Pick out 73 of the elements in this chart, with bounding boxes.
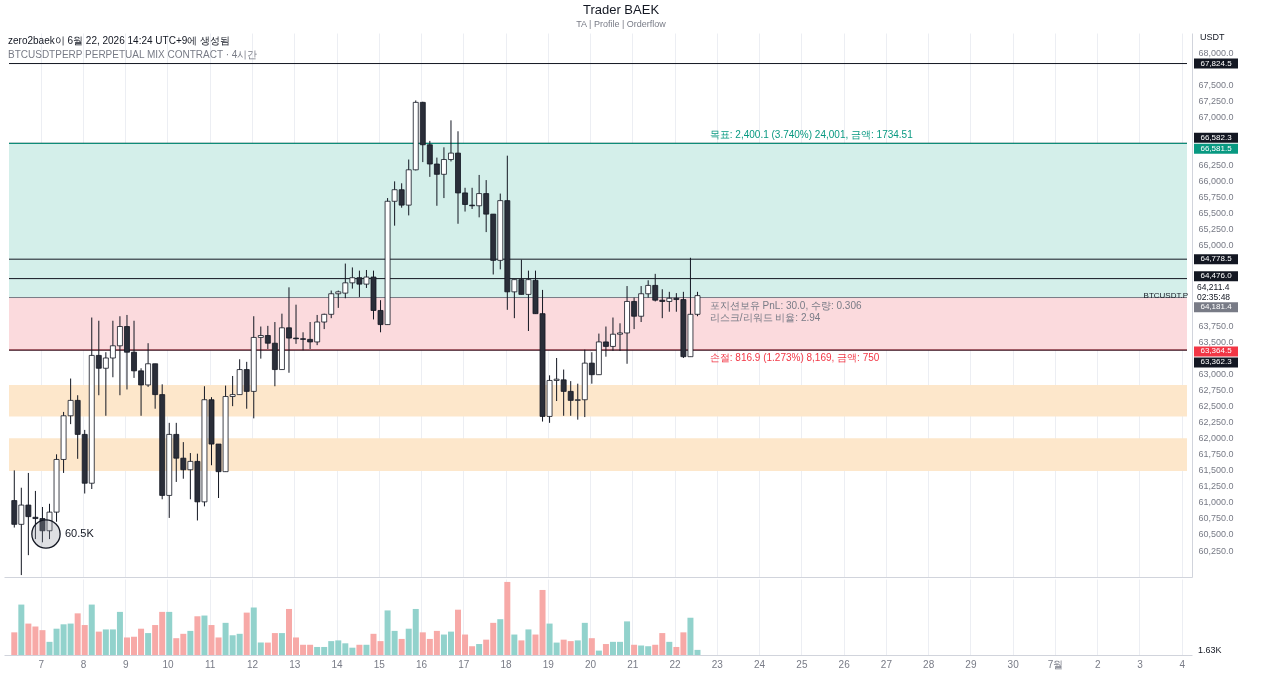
text: 1.63K xyxy=(1198,644,1222,655)
x-tick-label: 3 xyxy=(1137,658,1144,670)
y-tick-label: 67,500.0 xyxy=(1198,79,1234,90)
y-tick-label: 63,500.0 xyxy=(1198,336,1234,347)
y-tick-label: 67,000.0 xyxy=(1198,111,1234,122)
x-tick-label: 24 xyxy=(754,658,766,670)
x-tick-label: 8 xyxy=(80,658,87,670)
y-tick-label: 62,000.0 xyxy=(1198,433,1234,444)
chart-title: Trader BAEK xyxy=(582,2,660,17)
y-tick-label: 67,250.0 xyxy=(1198,95,1234,106)
ref-line-label: 66,582.3 xyxy=(1200,132,1233,142)
ref-line-label: 67,824.5 xyxy=(1200,58,1233,68)
y-tick-label: 66,000.0 xyxy=(1198,176,1234,187)
y-tick-label: 60,500.0 xyxy=(1198,529,1234,540)
y-tick-label: 65,000.0 xyxy=(1198,240,1234,251)
annotation: 60.5K xyxy=(64,526,95,539)
annotation: zero2baek이 6월 22, 2026 14:24 UTC+9에 생성됨 xyxy=(8,35,231,46)
x-tick-label: 15 xyxy=(373,658,386,670)
x-tick-label: 30 xyxy=(1007,658,1020,670)
y-tick-label: 61,500.0 xyxy=(1198,465,1234,476)
ref-line-label: 64,181.4 xyxy=(1200,302,1233,312)
chart-subtitle: TA | Profile | Orderflow xyxy=(576,19,667,29)
y-tick-label: 66,250.0 xyxy=(1198,160,1234,171)
x-tick-label: 7월 xyxy=(1047,658,1064,670)
x-tick-label: 11 xyxy=(205,658,216,670)
text: 02:35:48 xyxy=(1197,291,1231,302)
x-tick-label: 21 xyxy=(627,658,639,670)
x-tick-label: 28 xyxy=(923,658,935,670)
x-tick-label: 20 xyxy=(585,658,597,670)
x-tick-label: 13 xyxy=(289,658,301,670)
x-tick-label: 10 xyxy=(162,658,174,670)
x-tick-label: 4 xyxy=(1179,658,1186,670)
x-tick-label: 19 xyxy=(542,658,555,670)
y-tick-label: 63,750.0 xyxy=(1198,320,1234,331)
annotation: BTCUSDT.P xyxy=(1143,290,1188,300)
y-tick-label: 61,250.0 xyxy=(1198,481,1234,492)
annotation: 손절: 816.9 (1.273%) 8,169, 금액: 750 xyxy=(709,351,880,363)
ref-line-label: 64,778.5 xyxy=(1200,254,1233,264)
x-tick-label: 12 xyxy=(246,658,259,670)
annotation: BTCUSDTPERP PERPETUAL MIX CONTRACT · 4시간 xyxy=(8,49,258,60)
x-tick-label: 9 xyxy=(122,658,129,670)
y-tick-label: 62,250.0 xyxy=(1198,417,1234,428)
x-tick-label: 25 xyxy=(796,658,808,670)
x-tick-label: 2 xyxy=(1094,658,1101,670)
x-tick-label: 18 xyxy=(500,658,513,670)
ref-line-label: 63,362.3 xyxy=(1200,357,1233,367)
y-tick-label: 68,000.0 xyxy=(1198,47,1234,58)
y-tick-label: 63,000.0 xyxy=(1198,368,1234,379)
x-tick-label: 16 xyxy=(415,658,428,670)
ref-line-label: 66,581.5 xyxy=(1200,143,1233,153)
y-tick-label: 62,500.0 xyxy=(1198,401,1234,412)
y-tick-label: 65,250.0 xyxy=(1198,224,1234,235)
x-tick-label: 7 xyxy=(38,658,45,670)
annotation: 포지션보유 PnL: 30.0, 수량: 0.306 리스크/리워드 비율: 2.94 xyxy=(709,299,862,323)
annotation: 목표: 2,400.1 (3.740%) 24,001, 금액: 1734.51 xyxy=(709,129,914,141)
y-tick-label: 60,250.0 xyxy=(1198,545,1234,556)
y-tick-label: 61,000.0 xyxy=(1198,497,1234,508)
x-tick-label: 27 xyxy=(880,658,893,670)
ref-line-label: 63,364.5 xyxy=(1200,346,1233,356)
y-tick-label: 61,750.0 xyxy=(1198,449,1234,460)
x-tick-label: 23 xyxy=(711,658,724,670)
ref-line-label: 64,476.0 xyxy=(1200,271,1233,281)
x-tick-label: 22 xyxy=(669,658,682,670)
x-tick-label: 17 xyxy=(458,658,470,670)
x-tick-label: 14 xyxy=(331,658,344,670)
y-axis-title: USDT xyxy=(1200,32,1225,42)
x-tick-label: 26 xyxy=(838,658,851,670)
y-tick-label: 62,750.0 xyxy=(1198,384,1234,395)
y-tick-label: 60,750.0 xyxy=(1198,513,1234,524)
y-tick-label: 65,750.0 xyxy=(1198,192,1234,203)
x-tick-label: 29 xyxy=(965,658,977,670)
text: 64,211.4 xyxy=(1197,281,1230,292)
y-tick-label: 65,500.0 xyxy=(1198,208,1234,219)
